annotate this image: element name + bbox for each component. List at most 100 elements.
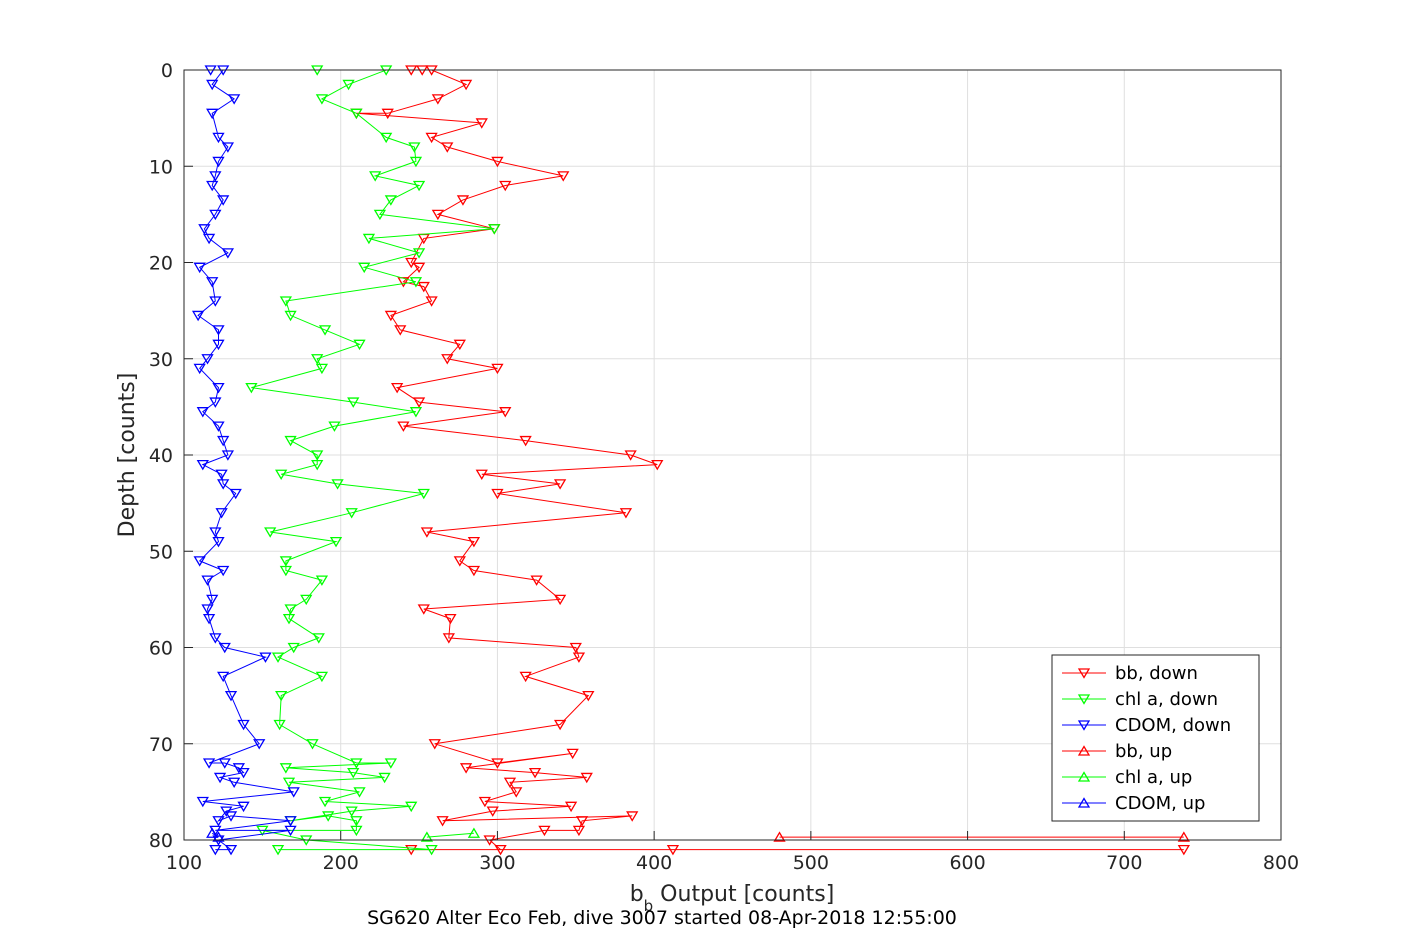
data-point	[350, 758, 363, 769]
data-point	[212, 132, 225, 144]
x-tick-label: 800	[1263, 852, 1299, 874]
data-point	[409, 277, 423, 288]
data-point	[353, 787, 366, 798]
data-point	[271, 844, 285, 856]
data-point	[441, 142, 454, 153]
series-line	[197, 69, 294, 851]
data-point	[420, 527, 434, 538]
y-tick-label: 30	[149, 349, 173, 371]
ticks: 100 200 300 400 500 600 700 800 0 10 20 30 40 50 60 70 8…	[149, 60, 1299, 874]
series-line	[356, 69, 1184, 851]
data-point	[212, 382, 225, 394]
data-point	[275, 469, 288, 481]
data-point	[215, 469, 228, 481]
legend-marker	[1077, 797, 1091, 808]
legend-label: chl a, up	[1115, 767, 1192, 788]
data-point	[284, 825, 297, 837]
legend-marker	[1077, 694, 1091, 705]
data-point	[409, 156, 423, 168]
data-point	[405, 801, 418, 813]
legend-marker	[1077, 771, 1091, 782]
data-point	[221, 248, 235, 259]
data-point	[209, 527, 222, 538]
legend-entry-bb-down: bb, down	[1062, 663, 1198, 684]
y-tick-label: 40	[149, 445, 173, 467]
data-point	[651, 459, 664, 471]
data-point	[494, 844, 507, 856]
data-point	[253, 739, 266, 750]
data-point	[275, 690, 288, 702]
data-point	[264, 527, 277, 538]
legend-entry-chl-a-down: chl a, down	[1062, 689, 1218, 710]
data-point	[245, 382, 258, 394]
data-point	[425, 132, 438, 144]
data-point	[538, 825, 551, 837]
data-point	[206, 79, 219, 91]
data-point	[201, 604, 214, 615]
data-point	[279, 565, 293, 577]
data-point	[300, 594, 313, 606]
data-point	[209, 296, 222, 307]
data-point	[572, 652, 586, 663]
data-point	[212, 325, 225, 336]
data-point	[193, 262, 206, 274]
data-point	[284, 435, 297, 447]
data-point	[528, 767, 542, 779]
x-axis-label-main: b	[630, 882, 644, 907]
data-point	[218, 758, 231, 769]
data-point	[279, 296, 293, 307]
x-tick-label: 700	[1106, 852, 1142, 874]
series-cdom-down	[191, 65, 300, 856]
x-tick-label: 300	[479, 852, 515, 874]
data-point	[209, 209, 222, 221]
data-point	[557, 171, 570, 182]
data-point	[311, 459, 324, 471]
legend-marker	[1077, 745, 1091, 756]
data-point	[444, 613, 457, 625]
data-point	[198, 224, 211, 235]
data-point	[441, 354, 454, 365]
data-point	[491, 363, 504, 375]
data-point	[329, 536, 343, 548]
series-line	[426, 832, 474, 838]
data-point	[217, 565, 230, 577]
x-axis-label: bb Output [counts]	[630, 882, 835, 915]
data-point	[322, 811, 335, 822]
data-point	[306, 739, 319, 750]
data-point	[206, 180, 219, 192]
data-point	[259, 652, 272, 663]
data-point	[459, 79, 473, 91]
data-point	[412, 248, 426, 259]
data-point	[459, 763, 473, 774]
x-tick-label: 600	[949, 852, 985, 874]
data-point	[237, 719, 250, 731]
data-point	[202, 233, 216, 245]
data-point	[553, 594, 567, 606]
y-tick-label: 20	[149, 253, 173, 275]
data-point	[428, 739, 441, 750]
data-point	[193, 556, 206, 567]
x-tick-label: 400	[636, 852, 672, 874]
data-point	[467, 827, 481, 838]
data-point	[271, 652, 285, 663]
data-point	[350, 825, 363, 837]
data-point	[318, 325, 332, 336]
data-point	[209, 171, 222, 182]
data-point	[564, 801, 578, 813]
data-point	[237, 801, 250, 813]
data-point	[384, 310, 397, 322]
data-point	[193, 363, 206, 375]
series-bb-up	[773, 831, 1190, 842]
data-point	[212, 816, 225, 827]
y-tick-label: 50	[149, 541, 173, 563]
data-point	[553, 719, 567, 731]
data-point	[217, 671, 230, 683]
data-point	[467, 565, 481, 577]
data-point	[453, 556, 466, 567]
data-point	[773, 831, 786, 842]
data-point	[206, 108, 219, 120]
legend-marker	[1077, 668, 1091, 679]
legend-box	[1051, 654, 1260, 822]
y-axis-label: Depth [counts]	[115, 373, 140, 538]
